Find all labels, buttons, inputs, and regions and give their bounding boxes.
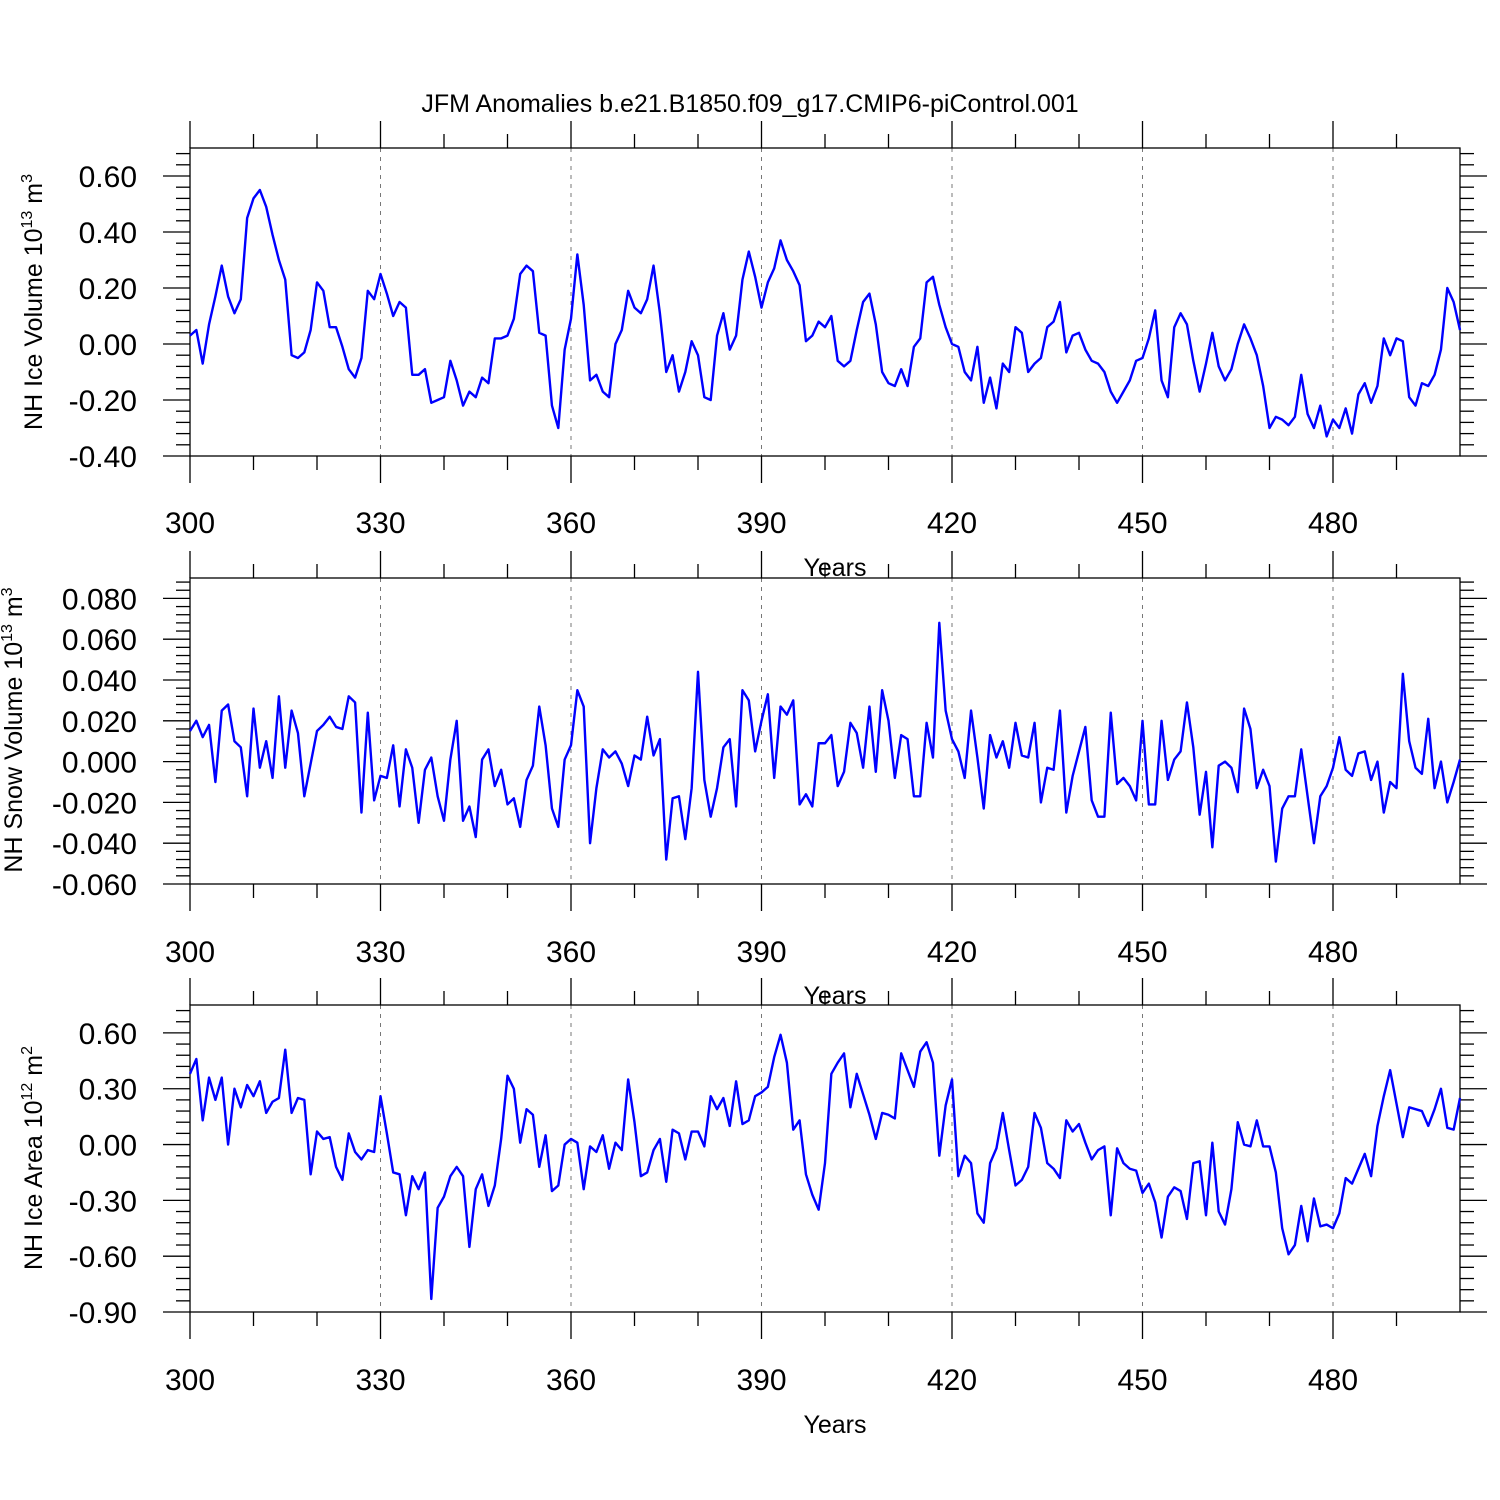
x-tick-label: 300 — [165, 507, 215, 540]
y-tick-label: 0.40 — [79, 217, 137, 250]
x-tick-label: 420 — [927, 936, 977, 969]
y-tick-label: 0.040 — [62, 665, 137, 698]
y-axis-label: NH Ice Volume 1013 m3 — [19, 174, 48, 430]
y-tick-label: 0.00 — [79, 329, 137, 362]
x-tick-label: 480 — [1308, 507, 1358, 540]
chart-title: JFM Anomalies b.e21.B1850.f09_g17.CMIP6-… — [421, 90, 1078, 118]
y-tick-label: -0.20 — [69, 385, 137, 418]
x-tick-label: 450 — [1117, 1364, 1167, 1397]
panel-snow-volume: -0.060 -0.040 -0.020 0.000 0.020 0.040 0.060 0.… — [0, 551, 1487, 1010]
x-axis-label: Years — [803, 554, 866, 582]
x-axis-label: Years — [803, 982, 866, 1010]
x-tick-label: 480 — [1308, 1364, 1358, 1397]
y-axis-label: NH Snow Volume 1013 m3 — [0, 587, 28, 872]
x-tick-label: 420 — [927, 1364, 977, 1397]
y-tick-label: -0.060 — [52, 869, 137, 902]
x-tick-label: 300 — [165, 936, 215, 969]
y-tick-label: -0.90 — [69, 1297, 137, 1330]
x-tick-label: 450 — [1117, 507, 1167, 540]
x-tick-label: 330 — [355, 1364, 405, 1397]
x-tick-label: 300 — [165, 1364, 215, 1397]
y-tick-label: 0.30 — [79, 1074, 137, 1107]
x-tick-label: 330 — [355, 936, 405, 969]
panel-ice-area: -0.90 -0.60 -0.30 0.00 0.30 0.60 300 330 360 390 4… — [19, 978, 1487, 1439]
y-tick-label: 0.00 — [79, 1130, 137, 1163]
x-tick-label: 480 — [1308, 936, 1358, 969]
x-tick-label: 390 — [736, 936, 786, 969]
x-tick-label: 330 — [355, 507, 405, 540]
series-line-ice-area — [188, 1033, 1462, 1301]
y-tick-label: 0.000 — [62, 747, 137, 780]
y-tick-label: -0.60 — [69, 1241, 137, 1274]
y-tick-label: -0.040 — [52, 828, 137, 861]
x-tick-label: 360 — [546, 936, 596, 969]
series-line-snow-volume — [188, 621, 1462, 863]
y-tick-label: -0.020 — [52, 787, 137, 820]
y-tick-label: -0.30 — [69, 1185, 137, 1218]
x-axis-label: Years — [803, 1411, 866, 1439]
y-tick-label: 0.080 — [62, 583, 137, 616]
x-tick-label: 360 — [546, 507, 596, 540]
y-tick-label: 0.20 — [79, 273, 137, 306]
y-tick-label: 0.020 — [62, 706, 137, 739]
y-tick-label: 0.60 — [79, 1018, 137, 1051]
series-line-ice-volume — [189, 188, 1462, 438]
x-tick-label: 420 — [927, 507, 977, 540]
x-tick-label: 390 — [736, 1364, 786, 1397]
y-tick-label: 0.60 — [79, 161, 137, 194]
x-tick-label: 360 — [546, 1364, 596, 1397]
panel-ice-volume: -0.40 -0.20 0.00 0.20 0.40 0.60 300 330 360 390 42… — [19, 121, 1487, 582]
y-tick-label: 0.060 — [62, 624, 137, 657]
x-tick-label: 390 — [736, 507, 786, 540]
y-axis-label: NH Ice Area 1012 m2 — [19, 1046, 48, 1270]
x-tick-label: 450 — [1117, 936, 1167, 969]
y-tick-label: -0.40 — [69, 441, 137, 474]
